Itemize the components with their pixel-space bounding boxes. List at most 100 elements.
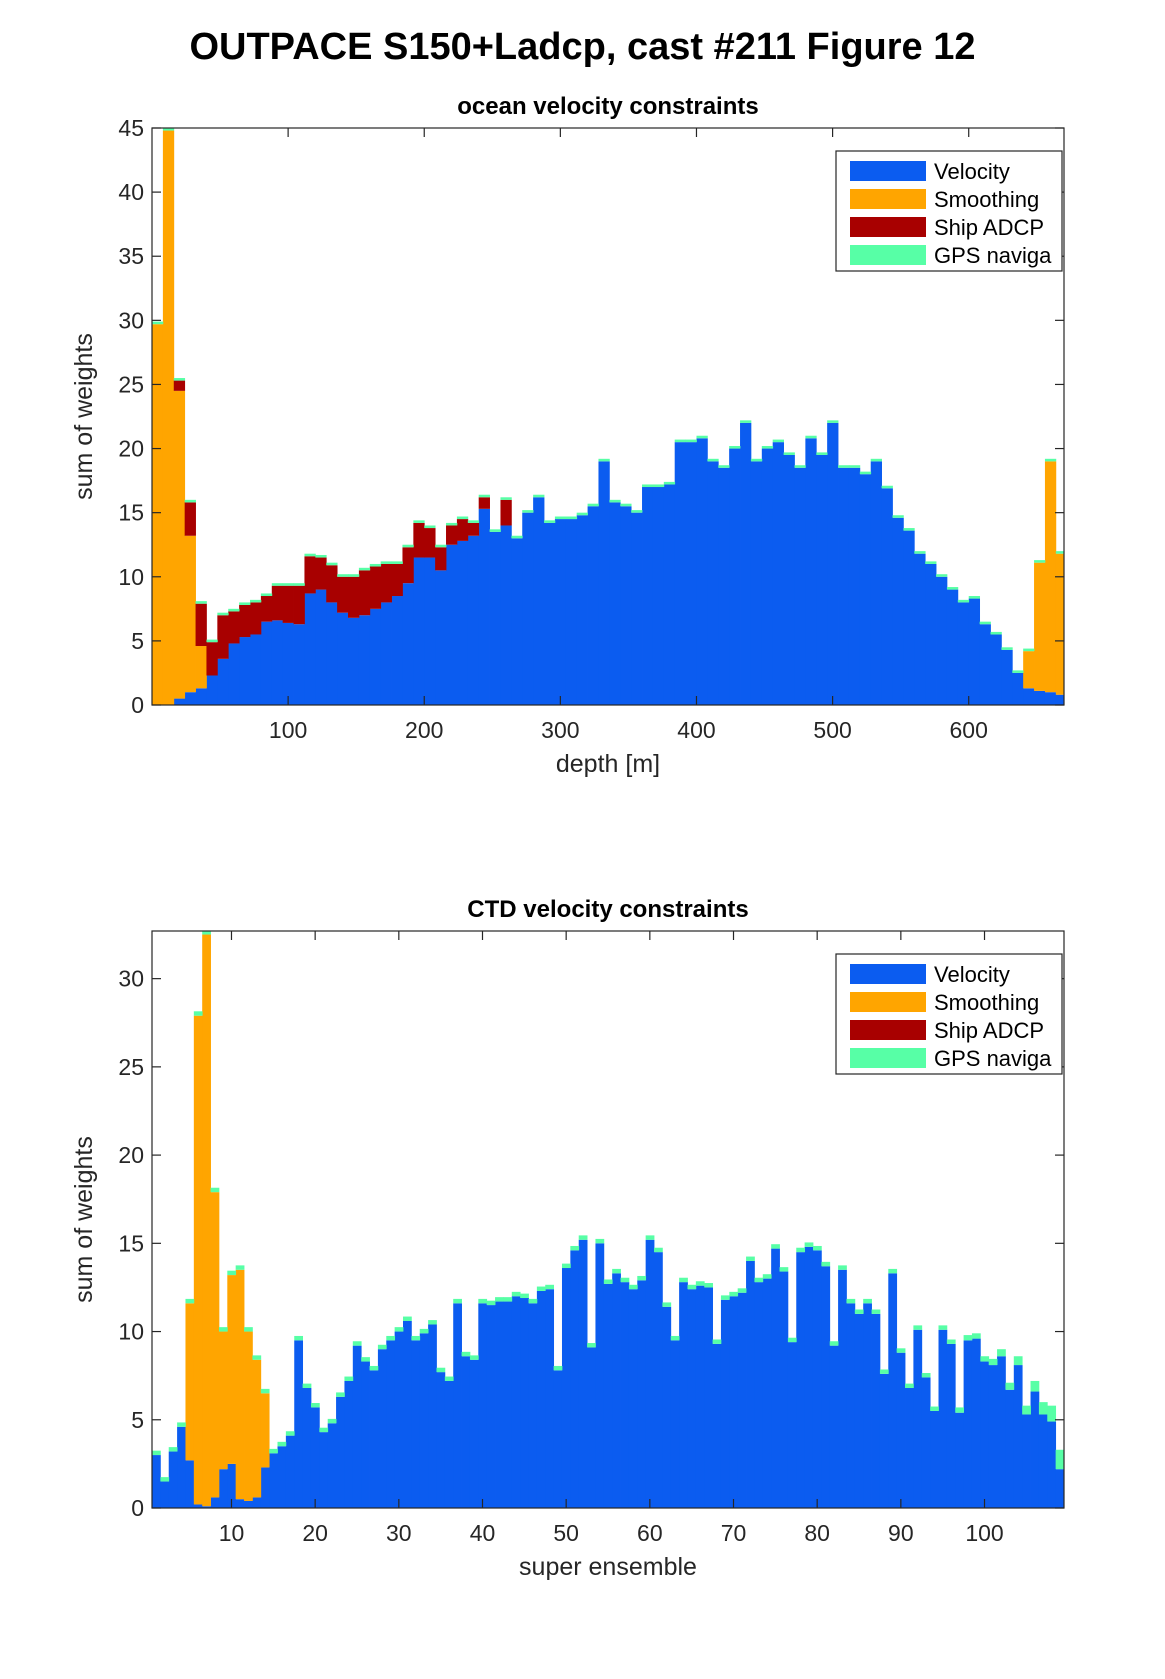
ctd-bar-velocity (771, 1248, 780, 1508)
ctd-bar-velocity (587, 1347, 596, 1508)
ocean-bar-gps-naviga (685, 439, 697, 443)
ctd-bar-smoothing (202, 934, 211, 1507)
ctd-bar-gps-naviga (712, 1339, 722, 1344)
ctd-bar-gps-naviga (628, 1284, 638, 1290)
ctd-y-axis-label: sum of weights (70, 1136, 98, 1303)
ocean-legend-swatch (850, 189, 926, 209)
ocean-bar-gps-naviga (652, 484, 665, 488)
ctd-bar-gps-naviga (1005, 1382, 1015, 1390)
ctd-bar-gps-naviga (277, 1441, 287, 1447)
ocean-bar-ship-adcp (348, 576, 360, 618)
ctd-bar-gps-naviga (746, 1256, 755, 1261)
ctd-bar-gps-naviga (394, 1327, 404, 1332)
ctd-bar-velocity (679, 1282, 688, 1508)
ocean-bar-velocity (1055, 694, 1064, 705)
ctd-bar-velocity (729, 1296, 739, 1508)
ocean-bar-velocity (740, 422, 752, 705)
ctd-bar-gps-naviga (729, 1291, 739, 1297)
ocean-bar-gps-naviga (1055, 551, 1064, 554)
ocean-bar-velocity (674, 442, 686, 705)
ocean-bar-gps-naviga (609, 499, 621, 503)
ctd-bar-velocity (336, 1396, 345, 1508)
ctd-bar-velocity (319, 1432, 329, 1508)
ctd-bar-velocity (654, 1252, 663, 1508)
ocean-bar-gps-naviga (1001, 647, 1013, 650)
ocean-bar-velocity (848, 467, 861, 705)
ctd-y-tick-label: 30 (118, 966, 144, 992)
ctd-y-tick-label: 0 (131, 1495, 144, 1521)
ctd-bar-gps-naviga (888, 1268, 898, 1274)
ocean-bar-velocity (946, 589, 959, 705)
ocean-bar-ship-adcp (402, 547, 414, 584)
ctd-bar-velocity (879, 1373, 889, 1508)
ocean-y-tick-label: 25 (118, 371, 144, 397)
ocean-legend-swatch (850, 161, 926, 181)
ocean-bar-gps-naviga (369, 563, 382, 567)
ocean-bar-velocity (957, 602, 970, 705)
ctd-bar-gps-naviga (193, 1011, 203, 1016)
ctd-bar-velocity (854, 1313, 864, 1508)
ctd-bar-velocity (461, 1356, 471, 1508)
ocean-bar-ship-adcp (173, 380, 186, 391)
ocean-bar-velocity (827, 422, 839, 705)
ctd-bar-gps-naviga (319, 1427, 329, 1433)
ctd-bar-gps-naviga (545, 1284, 555, 1290)
ocean-bar-ship-adcp (315, 557, 327, 590)
ctd-x-tick-label: 30 (386, 1520, 412, 1546)
ocean-bar-gps-naviga (217, 612, 229, 616)
ctd-bar-velocity (762, 1278, 772, 1508)
ctd-bar-velocity (645, 1239, 655, 1508)
ocean-bar-velocity (794, 467, 806, 705)
ocean-bar-smoothing (1055, 553, 1064, 695)
ctd-bar-gps-naviga (955, 1407, 964, 1413)
ctd-bar-gps-naviga (536, 1286, 546, 1291)
ctd-bar-smoothing (244, 1331, 253, 1501)
ctd-bar-velocity (863, 1303, 872, 1508)
ctd-bar-velocity (888, 1273, 898, 1508)
ctd-bar-velocity (746, 1260, 755, 1508)
ctd-bar-gps-naviga (754, 1277, 764, 1283)
ocean-bar-gps-naviga (892, 515, 904, 518)
ctd-bar-gps-naviga (687, 1284, 697, 1290)
ctd-bar-gps-naviga (486, 1300, 496, 1306)
ocean-bar-ship-adcp (239, 604, 251, 638)
ocean-x-tick-label: 300 (541, 717, 579, 743)
ocean-bar-gps-naviga (620, 503, 632, 507)
ctd-bar-gps-naviga (670, 1335, 680, 1341)
ocean-bar-velocity (870, 461, 882, 705)
ocean-bar-gps-naviga (228, 608, 240, 612)
ctd-bar-velocity (344, 1380, 354, 1508)
ocean-bar-ship-adcp (500, 499, 512, 526)
ocean-bar-gps-naviga (968, 596, 981, 599)
ctd-bar-gps-naviga (654, 1247, 663, 1253)
ctd-bar-velocity (720, 1299, 730, 1508)
ctd-bar-gps-naviga (762, 1274, 772, 1279)
ctd-bar-gps-naviga (310, 1403, 320, 1408)
ocean-bar-velocity (293, 624, 305, 705)
ctd-bar-velocity (553, 1370, 563, 1508)
ctd-bar-velocity (411, 1340, 421, 1508)
ctd-bar-velocity (620, 1282, 630, 1508)
ocean-y-tick-label: 10 (118, 564, 144, 590)
ocean-bar-gps-naviga (315, 554, 327, 558)
ocean-bar-ship-adcp (195, 603, 207, 647)
ctd-bar-gps-naviga (913, 1325, 923, 1330)
ocean-bar-velocity (435, 570, 447, 705)
ctd-bar-gps-naviga (779, 1267, 789, 1272)
ocean-bar-ship-adcp (260, 596, 273, 622)
ocean-bar-velocity (391, 596, 403, 705)
ctd-bar-velocity (511, 1296, 521, 1508)
ocean-bar-gps-naviga (195, 601, 207, 604)
ctd-bar-velocity (285, 1435, 295, 1508)
ocean-bar-velocity (565, 519, 578, 705)
ocean-bar-velocity (805, 438, 817, 705)
ocean-axes: Velocity Smoothing Ship ADCP GPS naviga (151, 127, 1065, 706)
ctd-bar-gps-naviga (637, 1275, 647, 1281)
ctd-bar-velocity (503, 1301, 513, 1508)
ctd-x-tick-label: 50 (553, 1520, 579, 1546)
ocean-chart-title: ocean velocity constraints (457, 93, 758, 120)
ctd-bar-gps-naviga (846, 1298, 856, 1304)
ctd-bar-gps-naviga (587, 1343, 596, 1348)
ctd-x-tick-label: 80 (804, 1520, 830, 1546)
ocean-bar-ship-adcp (456, 519, 469, 541)
